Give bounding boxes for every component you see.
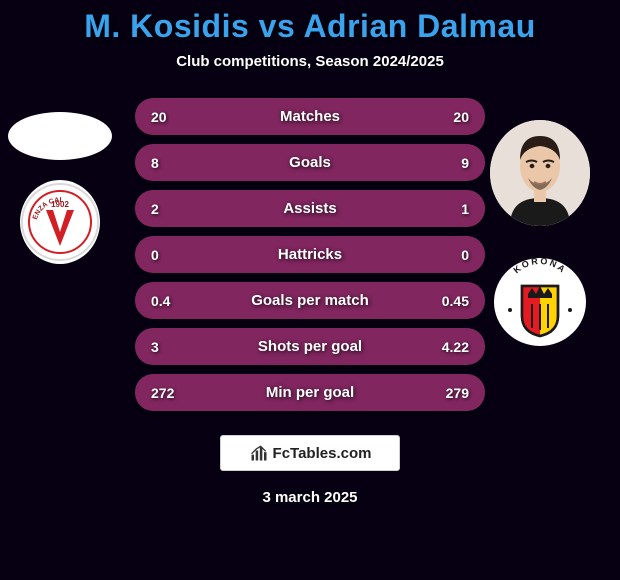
stat-right-value: 279 <box>425 385 469 401</box>
stat-left-value: 3 <box>151 339 195 355</box>
bar-chart-icon <box>249 443 269 463</box>
date-label: 3 march 2025 <box>0 489 620 506</box>
stat-right-value: 1 <box>425 201 469 217</box>
brand-text: FcTables.com <box>273 445 372 462</box>
stat-right-value: 20 <box>425 109 469 125</box>
club-left-badge: ENZA CAL 1902 <box>20 180 100 264</box>
page-title: M. Kosidis vs Adrian Dalmau <box>0 8 620 45</box>
stat-label: Goals per match <box>251 292 369 309</box>
player-left-placeholder <box>8 112 112 160</box>
stat-row-mpg: 272 Min per goal 279 <box>135 374 485 411</box>
player-right-avatar <box>490 120 590 226</box>
stat-label: Goals <box>289 154 331 171</box>
stat-right-value: 9 <box>425 155 469 171</box>
subtitle: Club competitions, Season 2024/2025 <box>0 53 620 70</box>
stat-label: Min per goal <box>266 384 354 401</box>
club-right-badge: KORONA <box>494 258 586 346</box>
comparison-card: M. Kosidis vs Adrian Dalmau Club competi… <box>0 0 620 580</box>
stat-right-value: 4.22 <box>425 339 469 355</box>
stat-right-value: 0 <box>425 247 469 263</box>
stat-row-hattricks: 0 Hattricks 0 <box>135 236 485 273</box>
stat-row-spg: 3 Shots per goal 4.22 <box>135 328 485 365</box>
stat-left-value: 0 <box>151 247 195 263</box>
stat-label: Matches <box>280 108 340 125</box>
brand-badge: FcTables.com <box>220 435 400 471</box>
stat-row-assists: 2 Assists 1 <box>135 190 485 227</box>
stat-left-value: 8 <box>151 155 195 171</box>
stat-label: Hattricks <box>278 246 342 263</box>
vicenza-crest-icon: ENZA CAL 1902 <box>20 180 100 264</box>
stat-row-gpm: 0.4 Goals per match 0.45 <box>135 282 485 319</box>
player-portrait-icon <box>490 120 590 226</box>
stat-left-value: 0.4 <box>151 293 195 309</box>
stat-right-value: 0.45 <box>425 293 469 309</box>
stat-row-goals: 8 Goals 9 <box>135 144 485 181</box>
svg-text:1902: 1902 <box>51 200 69 209</box>
stat-left-value: 20 <box>151 109 195 125</box>
stat-label: Shots per goal <box>258 338 362 355</box>
brand-box: FcTables.com <box>0 435 620 471</box>
korona-crest-icon: KORONA <box>494 258 586 346</box>
stat-row-matches: 20 Matches 20 <box>135 98 485 135</box>
stat-label: Assists <box>283 200 336 217</box>
stat-left-value: 2 <box>151 201 195 217</box>
stat-left-value: 272 <box>151 385 195 401</box>
